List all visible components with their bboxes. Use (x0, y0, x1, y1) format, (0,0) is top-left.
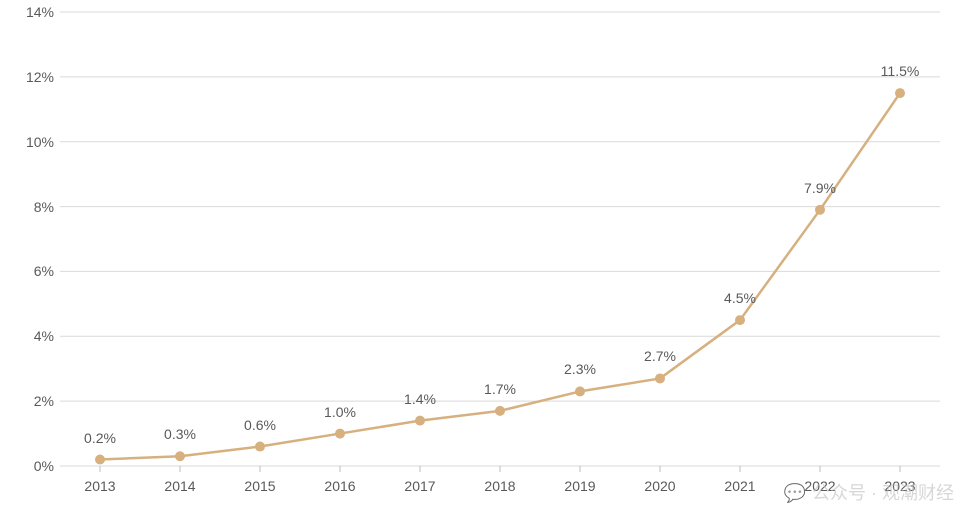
x-tick-label: 2015 (244, 478, 275, 494)
series-marker (895, 88, 905, 98)
x-tick-label: 2013 (84, 478, 115, 494)
x-tick-label: 2018 (484, 478, 515, 494)
y-tick-label: 14% (26, 4, 54, 20)
x-tick-label: 2021 (724, 478, 755, 494)
series-line (100, 93, 900, 459)
x-tick-label: 2014 (164, 478, 195, 494)
data-label: 0.3% (164, 426, 196, 442)
data-label: 0.2% (84, 430, 116, 446)
series-marker (815, 205, 825, 215)
data-label: 7.9% (804, 180, 836, 196)
series-marker (415, 416, 425, 426)
x-tick-label: 2020 (644, 478, 675, 494)
data-label: 11.5% (881, 63, 920, 79)
y-tick-label: 2% (34, 393, 54, 409)
series-marker (95, 455, 105, 465)
data-label: 2.7% (644, 348, 676, 364)
series-marker (335, 429, 345, 439)
series-marker (575, 386, 585, 396)
y-tick-label: 10% (26, 134, 54, 150)
data-label: 4.5% (724, 290, 756, 306)
y-tick-label: 6% (34, 263, 54, 279)
data-label: 1.0% (324, 404, 356, 420)
y-tick-label: 0% (34, 458, 54, 474)
data-label: 2.3% (564, 361, 596, 377)
data-label: 1.7% (484, 381, 516, 397)
x-tick-label: 2016 (324, 478, 355, 494)
series-marker (655, 373, 665, 383)
chart-svg (0, 0, 964, 519)
series-marker (495, 406, 505, 416)
x-tick-label: 2022 (804, 478, 835, 494)
data-label: 0.6% (244, 417, 276, 433)
y-tick-label: 4% (34, 328, 54, 344)
x-tick-label: 2017 (404, 478, 435, 494)
y-tick-label: 8% (34, 199, 54, 215)
data-label: 1.4% (404, 391, 436, 407)
line-chart: 0% 2% 4% 6% 8% 10% 12% 14% 2013 2014 2015 2016 2017 2… (0, 0, 964, 519)
y-tick-label: 12% (26, 69, 54, 85)
series-marker (175, 451, 185, 461)
x-tick-label: 2019 (564, 478, 595, 494)
series-marker (735, 315, 745, 325)
series-marker (255, 442, 265, 452)
x-tick-label: 2023 (884, 478, 915, 494)
